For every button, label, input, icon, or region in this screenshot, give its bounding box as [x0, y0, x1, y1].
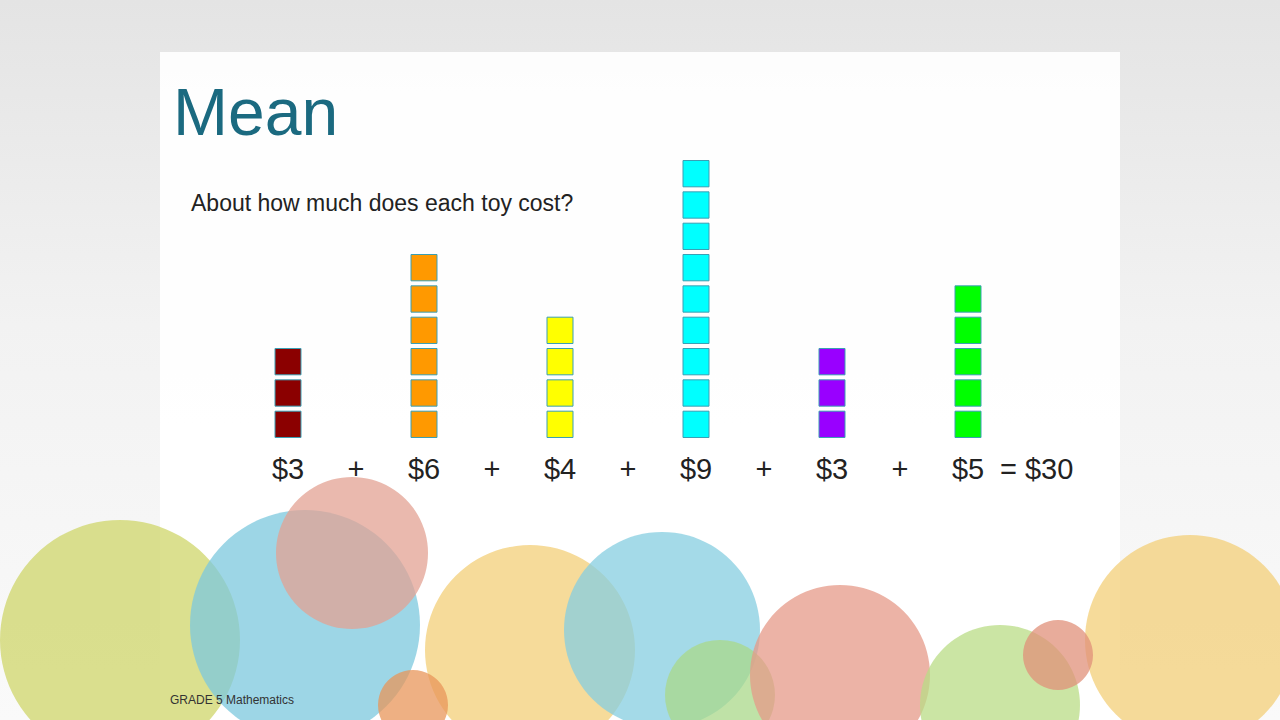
svg-text:GRADE 5 Mathematics: GRADE 5 Mathematics [170, 693, 294, 707]
svg-text:$3: $3 [272, 453, 304, 485]
svg-text:+: + [484, 453, 501, 485]
svg-text:+: + [620, 453, 637, 485]
svg-text:About how much does each toy c: About how much does each toy cost? [191, 190, 573, 216]
svg-text:+: + [348, 453, 365, 485]
svg-text:Mean: Mean [173, 75, 338, 149]
svg-text:+: + [892, 453, 909, 485]
svg-text:$5: $5 [952, 453, 984, 485]
svg-text:$9: $9 [680, 453, 712, 485]
svg-text:$4: $4 [544, 453, 576, 485]
svg-text:$6: $6 [408, 453, 440, 485]
svg-text:+: + [756, 453, 773, 485]
svg-text:= $30: = $30 [1000, 453, 1073, 485]
svg-text:$3: $3 [816, 453, 848, 485]
